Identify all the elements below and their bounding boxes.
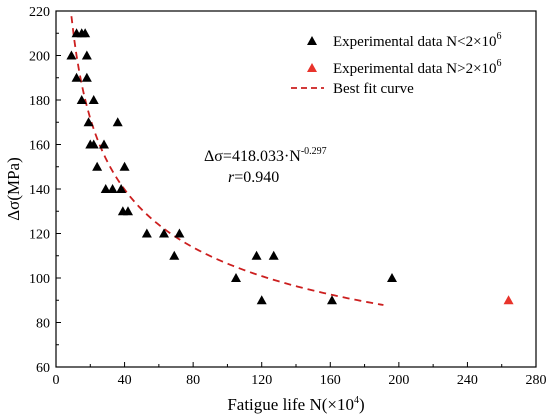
x-tick-label: 40 xyxy=(118,373,132,388)
x-tick-label: 160 xyxy=(320,373,341,388)
data-point-black xyxy=(327,295,337,305)
data-point-black xyxy=(112,117,123,127)
y-tick-label: 100 xyxy=(29,272,50,287)
legend-label-experimental-high: Experimental data N>2×106 xyxy=(333,58,502,77)
data-point-black xyxy=(71,72,82,82)
y-tick-label: 80 xyxy=(36,317,50,332)
data-point-black xyxy=(80,28,91,38)
data-point-black xyxy=(83,117,94,127)
data-point-black xyxy=(141,228,152,238)
y-tick-label: 200 xyxy=(29,50,50,65)
data-point-black xyxy=(119,161,130,171)
best-fit-curve xyxy=(70,16,384,306)
data-point-black xyxy=(116,184,127,193)
data-point-black xyxy=(231,273,241,282)
data-point-black xyxy=(81,50,92,60)
data-point-black xyxy=(169,250,180,260)
data-point-black xyxy=(123,206,133,216)
legend-label-experimental-low: Experimental data N<2×106 xyxy=(333,31,502,50)
data-point-black xyxy=(100,184,111,193)
data-point-black xyxy=(387,273,397,282)
legend-label-best-fit: Best fit curve xyxy=(333,81,414,97)
data-point-black xyxy=(99,139,109,149)
data-point-red xyxy=(503,295,514,305)
x-tick-label: 0 xyxy=(53,373,60,388)
data-point-black xyxy=(256,295,267,305)
x-tick-label: 200 xyxy=(388,373,409,388)
data-point-black xyxy=(174,228,185,238)
x-axis-title-sup: 4 xyxy=(354,395,359,406)
correlation-coefficient: r=0.940 xyxy=(228,169,279,186)
legend-marker-red-triangle xyxy=(307,63,317,72)
data-point-black xyxy=(159,228,169,238)
y-tick-label: 220 xyxy=(29,5,50,20)
x-tick-label: 240 xyxy=(457,373,478,388)
legend: Experimental data N<2×106 Experimental d… xyxy=(291,31,502,97)
data-point-black xyxy=(76,95,87,104)
data-point-black xyxy=(251,250,262,260)
data-point-black xyxy=(92,161,103,171)
x-axis-ticks: 0 40 80 120 160 200 240 280 xyxy=(53,362,547,388)
data-point-black xyxy=(88,139,99,149)
y-tick-label: 160 xyxy=(29,139,50,154)
data-points xyxy=(66,28,514,305)
x-tick-label: 120 xyxy=(251,373,272,388)
y-tick-label: 180 xyxy=(29,94,50,109)
x-axis-title-end: ) xyxy=(359,395,365,414)
x-axis-title: Fatigue life N(×104) xyxy=(227,395,364,414)
x-tick-label: 80 xyxy=(186,373,200,388)
fit-equation: Δσ=418.033·N-0.297 xyxy=(204,146,327,165)
data-point-black xyxy=(268,250,279,260)
data-point-black xyxy=(107,184,118,193)
legend-marker-black-triangle xyxy=(307,36,317,45)
x-tick-label: 280 xyxy=(526,373,547,388)
y-axis-ticks: 60 80 100 120 140 160 180 200 220 xyxy=(29,5,61,376)
data-point-black xyxy=(88,95,99,104)
data-point-black xyxy=(81,72,92,82)
y-tick-label: 60 xyxy=(36,361,50,376)
x-axis-title-main: Fatigue life N(×10 xyxy=(227,395,354,414)
data-point-black xyxy=(66,50,77,60)
y-axis-title: Δσ(MPa) xyxy=(4,157,23,221)
y-tick-label: 120 xyxy=(29,228,50,243)
y-tick-label: 140 xyxy=(29,183,50,198)
